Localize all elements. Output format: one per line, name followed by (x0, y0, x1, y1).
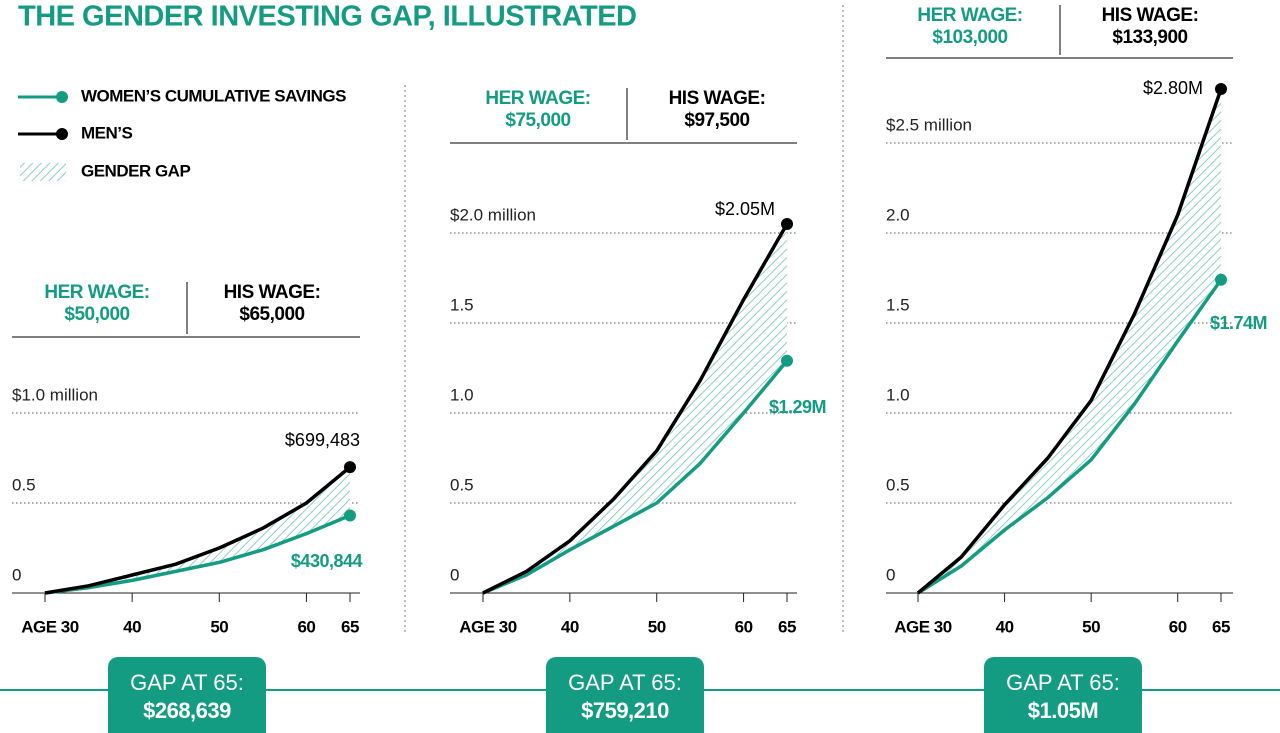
y-tick-label: $2.5 million (886, 115, 972, 134)
gap-label: GAP AT 65: (568, 670, 682, 695)
series-line (482, 359, 789, 595)
gap-label: GAP AT 65: (1006, 670, 1120, 695)
end-marker (344, 461, 356, 474)
end-marker (781, 354, 793, 367)
x-tick-label: 40 (123, 617, 141, 636)
y-tick-label: 0 (886, 565, 895, 584)
legend-label: GENDER GAP (81, 161, 190, 180)
y-tick-label: 0.5 (886, 475, 910, 494)
wage-value: $133,900 (1112, 27, 1187, 48)
value-label: $1.74M (1210, 313, 1267, 333)
x-tick-label: 50 (1082, 617, 1100, 636)
wage-value: $65,000 (239, 304, 304, 325)
wage-value: $50,000 (64, 304, 129, 325)
wage-value: $75,000 (505, 110, 570, 131)
wage-value: $97,500 (684, 110, 749, 131)
gap-label: GAP AT 65: (130, 670, 244, 695)
legend-label: WOMEN’S CUMULATIVE SAVINGS (81, 86, 346, 105)
y-tick-label: 2.0 (886, 205, 910, 224)
wage-label: HER WAGE: (44, 282, 149, 303)
wage-label: HIS WAGE: (1102, 5, 1199, 26)
y-tick-label: $1.0 million (12, 385, 98, 404)
series-line (482, 223, 789, 595)
y-tick-label: 1.0 (450, 385, 474, 404)
gap-box (984, 657, 1142, 733)
gap-area (483, 224, 787, 593)
y-tick-label: 0.5 (450, 475, 474, 494)
end-marker (1215, 83, 1227, 95)
end-marker (1215, 273, 1227, 286)
x-tick-label: 50 (648, 617, 666, 636)
series-line (44, 513, 351, 595)
x-tick-label: 65 (1212, 617, 1230, 636)
x-tick-label: 50 (210, 617, 228, 636)
y-tick-label: $2.0 million (450, 205, 536, 224)
x-tick-label: 40 (561, 617, 579, 636)
x-tick-label: AGE 30 (894, 617, 952, 636)
gap-area (918, 89, 1221, 593)
gap-area (45, 467, 350, 593)
value-label: $2.80M (1143, 78, 1203, 98)
x-tick-label: 65 (778, 617, 796, 636)
wage-label: HIS WAGE: (224, 282, 321, 303)
x-tick-label: 60 (1169, 617, 1187, 636)
x-tick-label: 40 (996, 617, 1014, 636)
title: THE GENDER INVESTING GAP, ILLUSTRATED (18, 1, 636, 33)
legend-label: MEN’S (81, 123, 133, 142)
gap-value: $268,639 (143, 698, 231, 723)
series-line (917, 278, 1223, 595)
y-tick-label: 1.0 (886, 385, 910, 404)
gap-box (546, 657, 704, 733)
legend-swatch (20, 163, 66, 181)
legend-dot (56, 128, 68, 140)
value-label: $699,483 (285, 430, 360, 450)
value-label: $430,844 (291, 551, 363, 571)
series-line (916, 88, 1223, 595)
end-marker (344, 509, 356, 522)
value-label: $2.05M (715, 199, 775, 219)
gap-box (108, 657, 266, 733)
x-tick-label: 65 (341, 617, 359, 636)
gap-value: $759,210 (581, 698, 669, 723)
y-tick-label: 0 (450, 565, 459, 584)
value-label: $1.29M (769, 397, 826, 417)
wage-label: HIS WAGE: (669, 88, 766, 109)
wage-value: $103,000 (932, 27, 1007, 48)
y-tick-label: 0 (12, 565, 21, 584)
legend-dot (56, 91, 68, 103)
end-marker (781, 218, 793, 230)
series-line (44, 465, 352, 595)
gap-value: $1.05M (1028, 698, 1098, 723)
y-tick-label: 1.5 (886, 295, 910, 314)
y-tick-label: 1.5 (450, 295, 474, 314)
y-tick-label: 0.5 (12, 475, 36, 494)
x-tick-label: AGE 30 (459, 617, 517, 636)
wage-label: HER WAGE: (485, 88, 590, 109)
wage-label: HER WAGE: (917, 5, 1022, 26)
x-tick-label: AGE 30 (21, 617, 79, 636)
x-tick-label: 60 (297, 617, 315, 636)
x-tick-label: 60 (735, 617, 753, 636)
